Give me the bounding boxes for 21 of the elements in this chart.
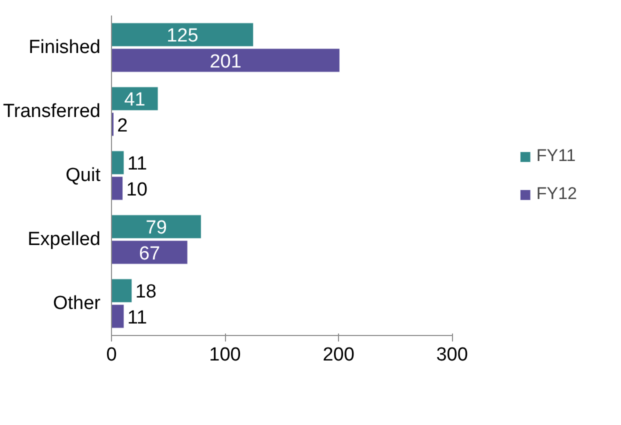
x-tick-label: 200 <box>322 344 354 366</box>
y-tick-label: Other <box>52 293 102 314</box>
y-tick-label: Finished <box>28 37 101 58</box>
legend-label: FY12 <box>536 184 577 204</box>
data-label: 79 <box>146 218 167 239</box>
data-label: 11 <box>127 154 148 175</box>
data-label: 11 <box>127 307 148 328</box>
y-tick-label: Quit <box>66 165 102 186</box>
data-label: 67 <box>138 243 160 264</box>
legend-label: FY11 <box>536 146 576 166</box>
data-label: 201 <box>210 51 242 72</box>
y-tick-label: Expelled <box>28 229 101 250</box>
data-label: 10 <box>126 179 148 200</box>
data-label: 2 <box>117 115 128 136</box>
x-tick-label: 300 <box>436 344 468 366</box>
x-tick-label: 0 <box>106 344 117 366</box>
x-tick-label: 100 <box>209 344 241 366</box>
data-label: 41 <box>124 90 146 111</box>
data-label: 125 <box>166 26 198 47</box>
y-tick-label: Transferred <box>3 101 101 122</box>
data-label: 18 <box>135 282 156 303</box>
